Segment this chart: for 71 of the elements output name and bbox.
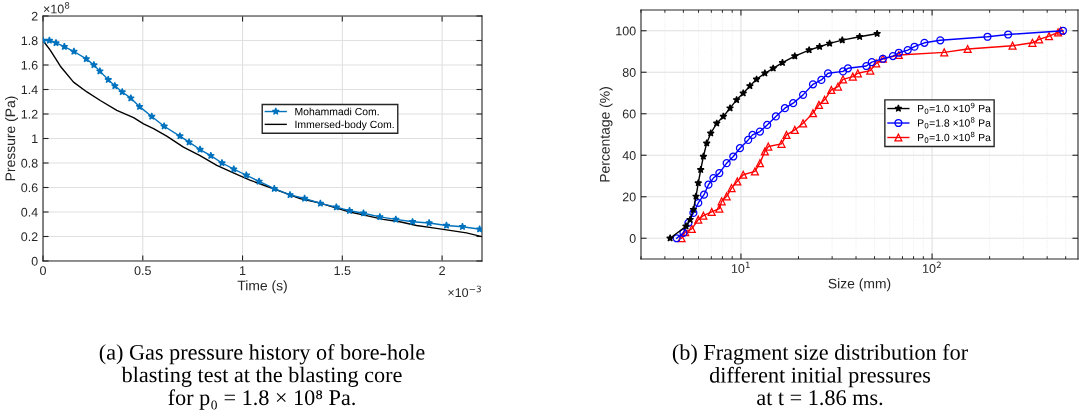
point bbox=[242, 171, 251, 179]
y-tick-label: 40 bbox=[622, 151, 636, 160]
x-tick-label: 0.5 bbox=[134, 266, 151, 276]
point bbox=[104, 75, 113, 84]
y-tick-label: 0.8 bbox=[21, 158, 38, 168]
x-tick-label: 10$^{1}$ bbox=[731, 261, 750, 273]
legend-label: Mohammadi Com. bbox=[295, 107, 379, 116]
point bbox=[95, 67, 104, 75]
point bbox=[147, 112, 156, 120]
y-tick-label: 0.2 bbox=[21, 232, 38, 242]
point bbox=[218, 158, 226, 167]
point bbox=[270, 184, 279, 193]
point bbox=[70, 47, 78, 55]
x-tick-label: 1.5 bbox=[334, 266, 351, 276]
point bbox=[185, 138, 193, 146]
point bbox=[332, 203, 341, 211]
x-tick-label: 1 bbox=[240, 266, 246, 275]
point bbox=[82, 54, 91, 63]
point bbox=[345, 206, 354, 215]
y-tick-label: 0.6 bbox=[21, 183, 38, 193]
point bbox=[118, 87, 127, 96]
x-tick-label: 10$^{2}$ bbox=[923, 261, 941, 273]
y-tick-label: 100 bbox=[616, 26, 636, 36]
point bbox=[135, 102, 144, 111]
text: (a) Gas pressure history of bore-hole blasting test at the blasting core for p₀ = 1.8 × 10⁸ Pa. bbox=[99, 343, 425, 410]
legend-label: P$_{0}$=1.0 ×10$^{8}$ Pa bbox=[918, 131, 991, 143]
y-tick-label: 0.4 bbox=[21, 207, 38, 217]
y-axis-title: Percentage (%) bbox=[599, 87, 613, 182]
y-tick-label: 2 bbox=[31, 11, 38, 21]
point bbox=[206, 151, 215, 160]
y-tick-label: 20 bbox=[622, 192, 636, 202]
point bbox=[52, 38, 60, 47]
point bbox=[126, 93, 135, 102]
x-axis-title: Time (s) bbox=[237, 280, 287, 294]
y-tick-label: 1.2 bbox=[21, 109, 38, 119]
x-tick-label: 2 bbox=[439, 266, 445, 275]
point bbox=[160, 122, 169, 130]
text: ×10$^{8}$ bbox=[43, 2, 70, 14]
legend-label: P$_{0}$=1.0 ×10$^{9}$ Pa bbox=[918, 102, 991, 114]
point bbox=[89, 60, 98, 69]
point bbox=[300, 194, 309, 202]
point bbox=[45, 36, 54, 44]
text: ×10$^{−3}$ bbox=[448, 285, 481, 298]
point bbox=[196, 145, 204, 153]
legend-label: P$_{0}$=1.8 ×10$^{8}$ Pa bbox=[918, 117, 991, 129]
point bbox=[175, 131, 184, 140]
point bbox=[442, 221, 451, 229]
text: (b) Fragment size distribution for different initial pressures at t = 1.86 ms. bbox=[672, 344, 968, 406]
y-tick-label: 60 bbox=[622, 109, 636, 119]
y-tick-label: 0 bbox=[629, 234, 636, 243]
y-tick-label: 1.8 bbox=[21, 36, 38, 46]
point bbox=[408, 217, 417, 226]
point bbox=[229, 165, 238, 173]
y-axis-title: Pressure (Pa) bbox=[5, 96, 18, 181]
y-tick-label: 1.6 bbox=[21, 60, 38, 70]
point bbox=[475, 225, 482, 233]
point bbox=[425, 218, 434, 227]
point bbox=[458, 222, 467, 231]
point bbox=[391, 215, 400, 223]
y-tick-label: 1.4 bbox=[21, 85, 38, 95]
point bbox=[255, 177, 264, 185]
y-tick-label: 80 bbox=[622, 68, 636, 77]
point bbox=[60, 42, 69, 51]
legend-label: Immersed-body Com. bbox=[295, 120, 394, 131]
point bbox=[110, 81, 119, 90]
x-axis-title: Size (mm) bbox=[828, 278, 891, 292]
y-tick-label: 1 bbox=[32, 134, 38, 144]
point bbox=[316, 199, 325, 207]
point bbox=[286, 190, 294, 199]
x-tick-label: 0 bbox=[40, 266, 46, 276]
point bbox=[375, 212, 384, 221]
